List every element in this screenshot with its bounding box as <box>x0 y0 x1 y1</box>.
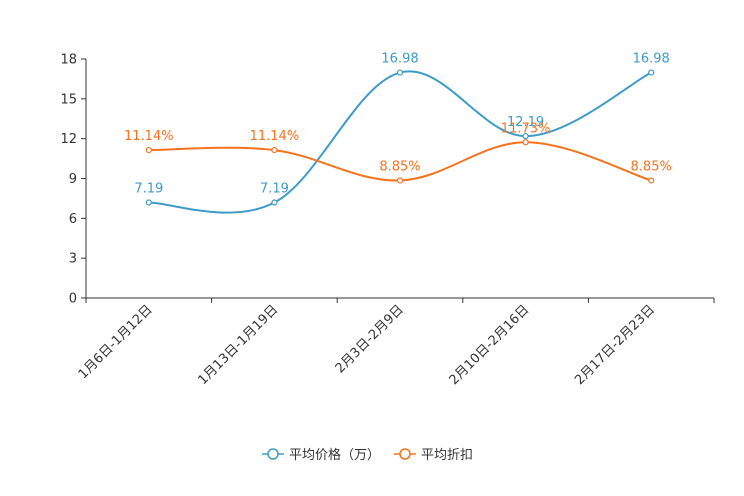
x-category-label: 1月6日-1月12日 <box>76 302 156 382</box>
y-tick-label: 9 <box>69 172 77 187</box>
data-label: 11.14% <box>250 129 300 144</box>
x-category-label: 2月17日-2月23日 <box>572 302 658 388</box>
legend-marker <box>267 448 279 460</box>
data-label: 11.14% <box>124 129 174 144</box>
x-category-label: 2月10日-2月16日 <box>447 302 533 388</box>
series-layer: 7.19 7.19 16.98 12.19 16.98 11.14% 11.14% 8.85%… <box>124 52 672 214</box>
series-1: 7.19 7.19 16.98 12.19 16.98 <box>134 52 670 214</box>
axes: 0 3 6 9 12 15 18 1月6日-1月12日 1月13日-1月19日 2月3日-2月9日… <box>60 53 715 388</box>
x-category-label: 1月13日-1月19日 <box>195 302 281 388</box>
data-label: 7.19 <box>134 182 163 197</box>
legend-label: 平均价格（万） <box>289 447 380 463</box>
data-point <box>271 146 278 154</box>
data-point <box>396 177 404 184</box>
data-point <box>396 69 404 76</box>
data-point <box>522 133 529 140</box>
legend-label: 平均折扣 <box>421 448 473 463</box>
data-label: 12.19 <box>507 115 544 130</box>
data-label: 8.85% <box>631 159 672 174</box>
data-point <box>145 146 152 154</box>
data-label: 11.73% <box>501 121 551 136</box>
y-tick-label: 3 <box>69 252 77 267</box>
data-point <box>522 139 529 146</box>
legend-marker <box>399 448 411 460</box>
y-tick-label: 6 <box>69 212 77 227</box>
data-label: 16.98 <box>381 52 418 67</box>
data-label: 8.85% <box>379 159 420 174</box>
y-tick-label: 15 <box>60 92 77 107</box>
y-tick-label: 12 <box>60 132 77 147</box>
legend[interactable]: 平均价格（万） 平均折扣 <box>262 447 473 463</box>
y-tick-label: 18 <box>60 53 77 68</box>
data-label: 7.19 <box>260 182 289 197</box>
data-point <box>648 69 655 76</box>
series-2: 11.14% 11.14% 8.85% 11.73% 8.85% <box>124 121 672 184</box>
data-point <box>271 199 278 206</box>
data-point <box>145 199 152 206</box>
legend-item-1[interactable]: 平均价格（万） <box>262 447 380 463</box>
data-label: 16.98 <box>633 52 670 67</box>
x-category-label: 2月3日-2月9日 <box>333 302 407 376</box>
legend-item-2[interactable]: 平均折扣 <box>394 448 473 463</box>
data-point <box>648 177 655 184</box>
y-tick-label: 0 <box>69 292 77 307</box>
series-line <box>148 70 652 214</box>
